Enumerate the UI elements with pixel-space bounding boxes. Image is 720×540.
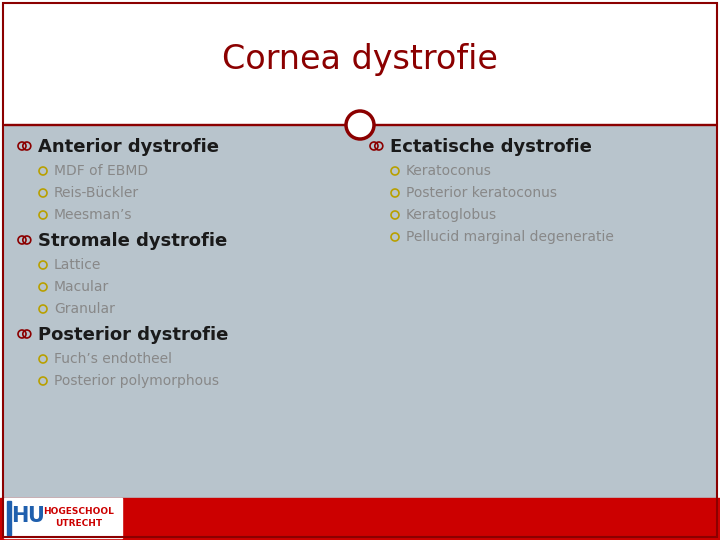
Text: UTRECHT: UTRECHT [55,519,102,529]
Text: Meesman’s: Meesman’s [54,208,132,222]
Text: Keratoconus: Keratoconus [406,164,492,178]
Text: Stromale dystrofie: Stromale dystrofie [38,232,228,250]
Text: Lattice: Lattice [54,258,102,272]
Text: Ectatische dystrofie: Ectatische dystrofie [390,138,592,156]
Bar [4,124,716,125]
Text: Posterior dystrofie: Posterior dystrofie [38,326,228,344]
Text: Posterior polymorphous: Posterior polymorphous [54,374,219,388]
Text: Granular: Granular [54,302,115,316]
Text: HOGESCHOOL: HOGESCHOOL [44,508,114,516]
Text: Fuch’s endotheel: Fuch’s endotheel [54,352,172,366]
Text: Posterior keratoconus: Posterior keratoconus [406,186,557,200]
Bar [4,0,716,125]
Bar [0,498,720,540]
Text: H: H [12,506,29,526]
Text: Pellucid marginal degeneratie: Pellucid marginal degeneratie [406,230,614,244]
Text: Cornea dystrofie: Cornea dystrofie [222,44,498,77]
Bar [4,498,122,538]
Text: Keratoglobus: Keratoglobus [406,208,497,222]
Text: MDF of EBMD: MDF of EBMD [54,164,148,178]
Text: Anterior dystrofie: Anterior dystrofie [38,138,219,156]
Circle shape [346,111,374,139]
Bar [4,125,716,498]
Text: Macular: Macular [54,280,109,294]
Bar [7,501,11,535]
Text: Reis-Bückler: Reis-Bückler [54,186,139,200]
Text: U: U [27,506,45,526]
